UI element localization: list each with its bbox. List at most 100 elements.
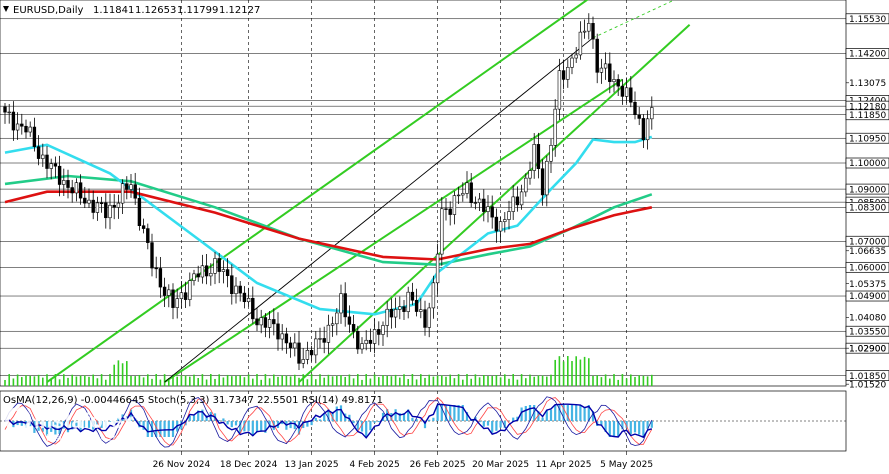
bull-candle bbox=[519, 191, 524, 206]
bull-candle bbox=[398, 306, 402, 310]
bear-candle bbox=[629, 87, 633, 103]
title-high: 1.12653 bbox=[135, 5, 176, 16]
time-axis: 26 Nov 2024 18 Dec 2024 13 Jan 2025 4 Feb 2… bbox=[153, 451, 653, 470]
oscillator-title: OsMA(12,26,9) -0.00446645 Stoch(5,3,3) 3… bbox=[3, 395, 383, 406]
bear-candle bbox=[351, 324, 356, 332]
level-label-box bbox=[845, 13, 889, 25]
bull-candle bbox=[507, 211, 511, 220]
bull-candle bbox=[578, 31, 583, 56]
title-arrow-icon bbox=[3, 6, 9, 12]
bull-candle bbox=[326, 324, 331, 343]
bear-candle bbox=[204, 265, 209, 277]
bull-candle bbox=[511, 196, 515, 212]
level-label: 1.06000 bbox=[849, 264, 886, 274]
bull-candle bbox=[15, 123, 20, 131]
bull-candle bbox=[28, 126, 32, 133]
bull-candle bbox=[431, 282, 436, 309]
x-tick-label: 26 Feb 2025 bbox=[410, 460, 466, 470]
level-label: 1.15530 bbox=[849, 15, 886, 25]
bear-candle bbox=[633, 101, 637, 115]
bull-candle bbox=[318, 338, 322, 340]
bull-candle bbox=[293, 342, 297, 349]
bull-candle bbox=[335, 312, 339, 325]
bull-candle bbox=[645, 118, 650, 141]
bear-candle bbox=[368, 339, 373, 344]
bull-candle bbox=[545, 160, 549, 196]
x-tick-label: 20 Mar 2025 bbox=[472, 460, 529, 470]
bear-candle bbox=[104, 202, 108, 219]
bear-candle bbox=[255, 318, 259, 326]
bull-candle bbox=[116, 202, 121, 208]
bull-candle bbox=[120, 183, 125, 204]
bull-candle bbox=[49, 163, 53, 169]
bear-candle bbox=[141, 225, 146, 229]
level-label-box bbox=[845, 183, 889, 195]
bear-candle bbox=[20, 123, 24, 127]
stoch-rsi-lines bbox=[4, 396, 653, 448]
level-label-box bbox=[845, 132, 889, 144]
bear-candle bbox=[32, 126, 37, 147]
bear-candle bbox=[641, 118, 646, 141]
bull-candle bbox=[360, 343, 364, 350]
bear-candle bbox=[494, 216, 499, 232]
bear-candle bbox=[343, 293, 347, 318]
level-label-box bbox=[845, 109, 889, 121]
bear-candle bbox=[146, 228, 150, 243]
y-tick-label: 1.05375 bbox=[849, 280, 886, 290]
bull-candle bbox=[624, 87, 629, 97]
bull-candle bbox=[385, 308, 389, 326]
bull-candle bbox=[532, 144, 536, 171]
level-label-box bbox=[845, 261, 889, 273]
bull-candle bbox=[381, 325, 385, 335]
bear-candle bbox=[377, 329, 381, 335]
bear-candle bbox=[444, 208, 448, 210]
bull-candle bbox=[108, 204, 112, 219]
bull-candle bbox=[209, 273, 213, 277]
bear-candle bbox=[637, 114, 641, 119]
candlesticks bbox=[3, 13, 654, 371]
bull-candle bbox=[246, 297, 251, 303]
channel-midline bbox=[164, 37, 594, 383]
bull-candle bbox=[570, 57, 574, 68]
bear-candle bbox=[36, 146, 41, 159]
level-label: 1.02900 bbox=[849, 344, 886, 354]
bear-candle bbox=[482, 198, 486, 212]
bull-candle bbox=[41, 154, 45, 159]
bear-candle bbox=[150, 242, 154, 269]
bear-candle bbox=[591, 23, 595, 40]
bull-candle bbox=[259, 317, 263, 326]
bear-candle bbox=[242, 292, 247, 303]
bear-candle bbox=[536, 144, 541, 169]
logo-icon bbox=[5, 407, 31, 433]
y-tick-label: 1.02900 bbox=[849, 344, 886, 354]
bull-candle bbox=[192, 273, 196, 281]
bull-candle bbox=[372, 329, 377, 344]
level-label-box bbox=[845, 201, 889, 213]
main-grid bbox=[181, 0, 627, 386]
bull-candle bbox=[74, 182, 79, 194]
bear-candle bbox=[112, 204, 116, 208]
bull-candle bbox=[188, 280, 192, 300]
bull-candle bbox=[440, 208, 444, 255]
bull-candle bbox=[200, 265, 205, 278]
bull-candle bbox=[305, 350, 310, 360]
level-label: 1.07000 bbox=[849, 237, 886, 247]
bull-candle bbox=[553, 108, 557, 146]
level-label-box bbox=[845, 370, 889, 381]
x-tick-label: 11 Apr 2025 bbox=[536, 460, 592, 470]
bull-candle bbox=[549, 145, 553, 162]
bear-candle bbox=[3, 106, 7, 113]
level-label-box bbox=[845, 325, 889, 337]
y-tick-label: 1.13075 bbox=[849, 79, 886, 89]
bear-candle bbox=[238, 285, 242, 294]
bear-candle bbox=[57, 165, 62, 185]
stoch-signal-line bbox=[4, 396, 653, 446]
bear-candle bbox=[389, 308, 394, 318]
bull-candle bbox=[503, 219, 507, 222]
channel-line bbox=[298, 24, 691, 383]
bear-candle bbox=[595, 38, 599, 73]
bear-candle bbox=[448, 208, 452, 215]
bull-candle bbox=[167, 289, 171, 296]
oscillator-panel bbox=[0, 390, 847, 452]
bear-candle bbox=[616, 79, 620, 87]
